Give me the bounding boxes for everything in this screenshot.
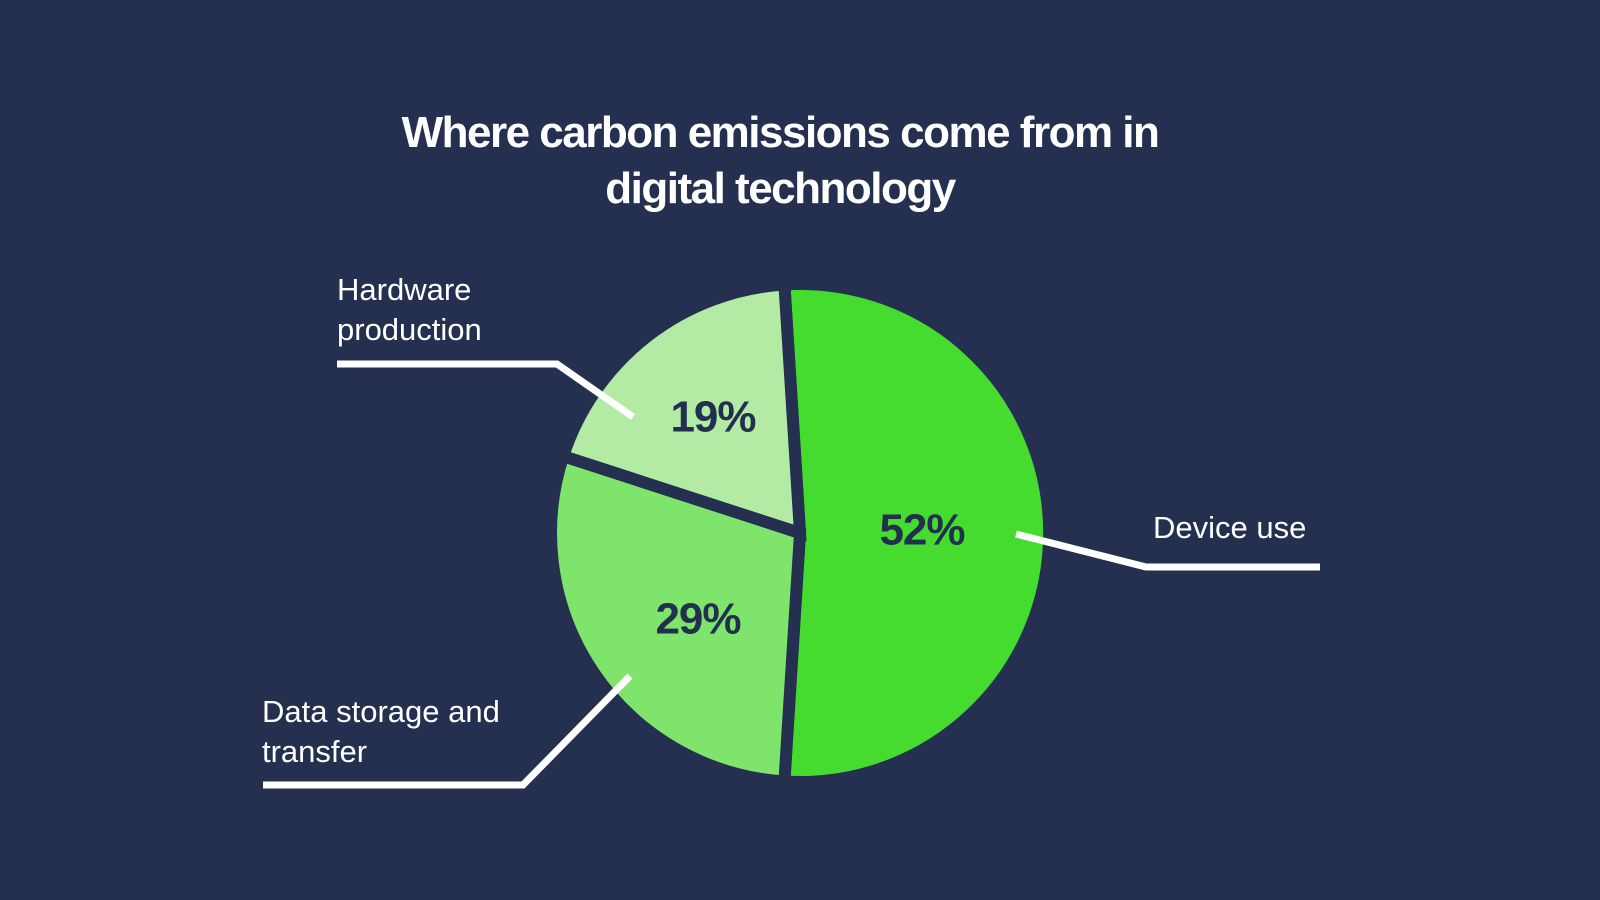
callout-label-data-storage-line-1: Data storage and — [262, 694, 500, 729]
leader-line-device-use — [1015, 530, 1320, 571]
pie-slices: 52% 29% 19% — [545, 278, 1056, 788]
leader-line-data-storage — [263, 673, 633, 789]
callout-label-data-storage-line-2: transfer — [262, 734, 367, 769]
pie-slice-hardware-production — [555, 278, 807, 542]
value-label-device-use: 52% — [879, 506, 964, 555]
leader-line-hardware-production — [337, 360, 636, 420]
callout-label-hardware-production-line-2: production — [337, 312, 482, 347]
pie-slice-data-storage-and-transfer — [545, 448, 807, 788]
pie-slice-device-use — [778, 278, 1056, 788]
chart-title-line-1: Where carbon emissions come from in — [402, 108, 1159, 157]
value-label-data-storage-and-transfer: 29% — [655, 595, 740, 644]
callout-label-hardware-production-line-1: Hardware — [337, 272, 471, 307]
value-label-hardware-production: 19% — [670, 393, 755, 442]
chart-title-line-2: digital technology — [605, 164, 956, 213]
callout-label-device-use: Device use — [1153, 510, 1306, 545]
